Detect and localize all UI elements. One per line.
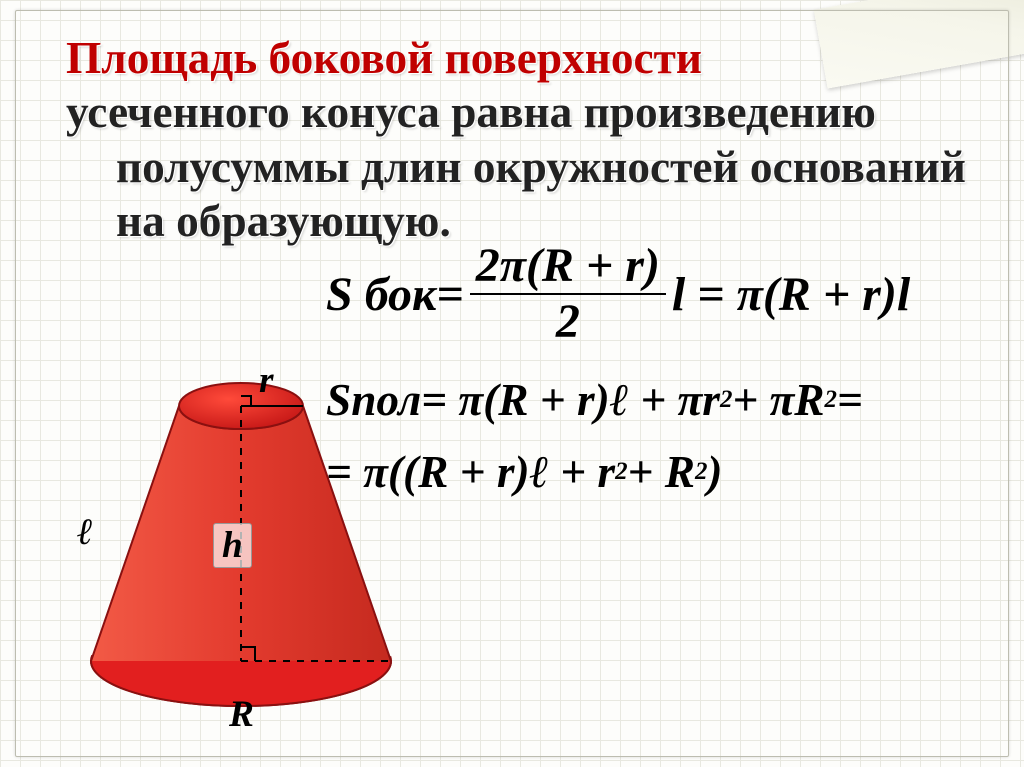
frac-Rr: (R + r) — [526, 239, 660, 292]
eq-sign-1: = — [436, 267, 463, 322]
line3-b: + R — [628, 446, 695, 498]
line3-c: ) — [707, 446, 722, 498]
truncated-cone-diagram: r ℓ h R — [71, 341, 411, 741]
formula-spol-line2: = π((R + r)ℓ + r2 + R2 ) — [326, 446, 1006, 498]
slide-frame: Площадь боковой поверхности усеченного к… — [15, 10, 1009, 757]
formula-sbok: S бок = 2π(R + r) 2 l = π(R + r)l — [326, 241, 1006, 348]
spol-rhs-b: + πR — [732, 374, 824, 426]
title-block: Площадь боковой поверхности усеченного к… — [66, 31, 978, 249]
frac-2pi: 2π — [476, 239, 526, 292]
sbok-rhs: l = π(R + r)l — [672, 267, 910, 322]
sbok-label: S бок — [326, 267, 436, 322]
fraction-numerator: 2π(R + r) — [470, 241, 666, 295]
fraction: 2π(R + r) 2 — [470, 241, 666, 348]
sq-2: 2 — [825, 386, 837, 414]
label-h: h — [213, 523, 252, 568]
formula-spol-line1: Sпол = π(R + r)ℓ + πr2 + πR2 = — [326, 374, 1006, 426]
sq-4: 2 — [695, 458, 707, 486]
heading-line-2: усеченного конуса равна произведению — [66, 85, 978, 139]
label-r: r — [259, 359, 274, 402]
fraction-denominator: 2 — [556, 295, 580, 347]
sq-1: 2 — [720, 386, 732, 414]
heading-line-1: Площадь боковой поверхности — [66, 31, 978, 85]
label-R-big: R — [229, 693, 254, 736]
spol-tail-eq: = — [837, 374, 863, 426]
label-l: ℓ — [77, 511, 93, 554]
formula-area: S бок = 2π(R + r) 2 l = π(R + r)l Sпол =… — [326, 241, 1006, 498]
heading-line-3: полусуммы длин окружностей оснований — [66, 140, 978, 194]
sq-3: 2 — [615, 458, 627, 486]
spol-rhs-a: = π(R + r)ℓ + πr — [421, 374, 720, 426]
